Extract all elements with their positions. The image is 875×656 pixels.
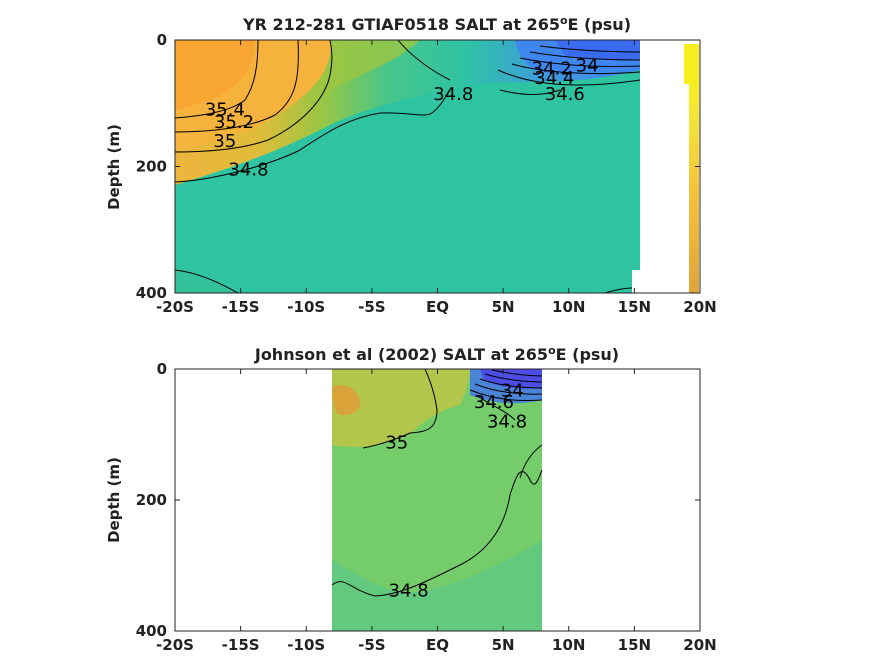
contour-label: 34.6 — [474, 392, 514, 413]
contour-label: 34.4 — [534, 68, 574, 89]
x-tick-label: EQ — [426, 636, 449, 654]
y-tick-label: 0 — [157, 360, 167, 378]
y-tick-label: 400 — [136, 284, 167, 302]
y-tick-label: 400 — [136, 622, 167, 640]
contour-34-6 — [469, 389, 543, 401]
x-tick-label: 15N — [618, 636, 651, 654]
contour-35-2 — [174, 39, 299, 133]
panel1-title: YR 212-281 GTIAF0518 SALT at 265oE (psu) — [242, 14, 631, 34]
x-tick-label: 20N — [683, 298, 716, 316]
contour-34-8-east — [499, 89, 561, 95]
contour-34-8-bottom — [174, 269, 239, 294]
x-tick-label: -10S — [287, 636, 325, 654]
panel2-ylabel: Depth (m) — [105, 457, 123, 543]
panel1-contours — [174, 39, 641, 294]
panel1-field-bottom — [175, 270, 240, 293]
panel2-title: Johnson et al (2002) SALT at 265oE (psu) — [254, 344, 619, 364]
contour-34 — [529, 51, 641, 61]
contour-label: 34.8 — [487, 411, 527, 432]
panel2-field-upper — [332, 369, 470, 447]
panel1-nodata — [640, 40, 684, 293]
x-tick-label: 5N — [492, 636, 515, 654]
panel1-ylabel: Depth (m) — [105, 124, 123, 210]
contour-label: 34 — [576, 55, 599, 76]
y-tick-label: 0 — [157, 31, 167, 49]
contour-label: 34.8 — [389, 580, 429, 601]
y-tick-label: 200 — [136, 158, 167, 176]
panel1-edge-strip — [689, 84, 699, 293]
contour-label: 34.8 — [228, 160, 268, 181]
x-tick-label: 5N — [492, 298, 515, 316]
panel1-field-warm-core — [175, 40, 255, 110]
contour-34-2 — [519, 57, 641, 68]
panel-johnson: Johnson et al (2002) SALT at 265oE (psu)… — [105, 344, 717, 654]
x-tick-label: -20S — [156, 636, 194, 654]
panel2-field-deep — [332, 540, 542, 631]
x-tick-label: 15N — [618, 298, 651, 316]
panel2-field-warm — [332, 385, 361, 416]
x-tick-label: EQ — [426, 298, 449, 316]
x-tick-label: -20S — [156, 298, 194, 316]
x-tick-label: -15S — [222, 636, 260, 654]
panel2-contours — [331, 368, 543, 597]
contour-35 — [174, 39, 333, 153]
x-tick-label: -10S — [287, 298, 325, 316]
contour-label: 35.2 — [214, 112, 254, 133]
contour-35-4 — [174, 39, 259, 119]
contour-label: 34 — [501, 381, 524, 402]
contour-label: 34.2 — [532, 58, 572, 79]
contour-34-6 — [497, 69, 641, 86]
contour-34-8-upper — [475, 394, 516, 421]
contour-label: 35 — [385, 432, 408, 453]
panel1-ticks: -20S -15S -10S -5S EQ 5N 10N 15N 20N 0 200 400 — [136, 31, 717, 316]
panel-gtiaf: YR 212-281 GTIAF0518 SALT at 265oE (psu) — [105, 14, 717, 316]
contour-34-8-mid — [397, 39, 451, 81]
panel1-field-fresh-core — [555, 40, 645, 61]
x-tick-label: -5S — [358, 636, 385, 654]
panel1-contour-labels: 35.435.235 34.8 34.8 34.634.434.2 34 — [205, 55, 599, 180]
contour-35 — [362, 368, 438, 449]
panel1-edge-strip-top — [684, 44, 699, 84]
x-tick-label: 10N — [552, 298, 585, 316]
contour-label: 34.6 — [545, 84, 585, 105]
contour-label: 35.4 — [205, 100, 245, 121]
contour-34-4 — [511, 63, 641, 75]
panel1-field-green — [300, 40, 420, 105]
x-tick-label: 20N — [683, 636, 716, 654]
panel2-ticks: -20S -15S -10S -5S EQ 5N 10N 15N 20N 0 200 400 — [136, 360, 717, 654]
x-tick-label: -15S — [222, 298, 260, 316]
contour-label: 35 — [213, 131, 236, 152]
contour-label: 34.8 — [433, 84, 473, 105]
x-tick-label: 10N — [552, 636, 585, 654]
contour-34-8-west — [174, 89, 451, 183]
contour-34-8-deep — [331, 469, 543, 597]
y-tick-label: 200 — [136, 491, 167, 509]
x-tick-label: -5S — [358, 298, 385, 316]
